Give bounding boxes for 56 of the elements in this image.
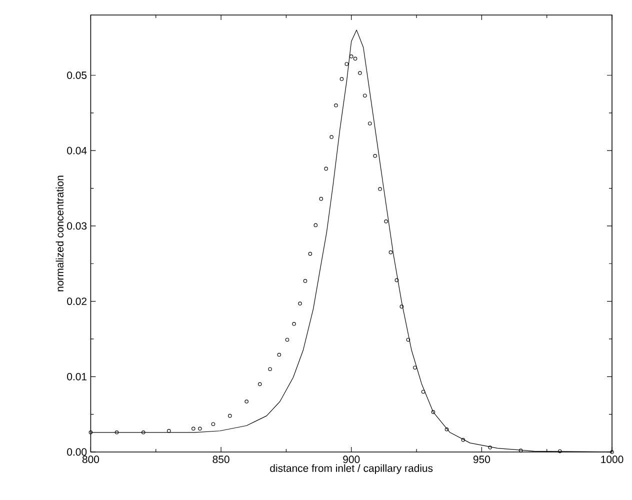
point (558, 449, 562, 454)
point (292, 322, 296, 326)
point (308, 252, 312, 256)
y-tick-label: 0.02 (67, 298, 86, 306)
point (363, 94, 367, 98)
point (285, 338, 290, 342)
y-tick-label: 0.04 (67, 146, 87, 154)
point (298, 302, 302, 306)
y-tick-label: 0.05 (67, 72, 87, 79)
point (394, 278, 399, 282)
point (192, 426, 196, 431)
point (167, 428, 171, 433)
point (461, 438, 466, 442)
point (244, 400, 248, 404)
point (400, 304, 404, 308)
point (340, 77, 344, 81)
point (211, 422, 216, 426)
x-tick-label: 900 (343, 456, 360, 464)
point (421, 390, 426, 394)
point (413, 366, 417, 370)
y-tick-label: 0.00 (67, 448, 87, 456)
point (141, 430, 146, 434)
point (368, 122, 372, 126)
point (277, 352, 282, 357)
point (431, 410, 436, 414)
point (198, 426, 202, 431)
point (303, 279, 308, 283)
point (344, 62, 349, 66)
x-axis-title: distance from inlet / capillary radius (270, 464, 433, 474)
point (349, 54, 354, 58)
point (268, 367, 272, 371)
point (358, 71, 362, 75)
y-tick-label: 0.03 (67, 222, 87, 230)
point (444, 427, 449, 432)
x-tick-label: 850 (212, 456, 230, 464)
point (384, 220, 388, 224)
point (330, 135, 334, 139)
point (114, 430, 119, 434)
point (406, 338, 410, 342)
point (388, 250, 393, 254)
point (373, 154, 377, 158)
point (314, 223, 318, 228)
point (319, 196, 324, 201)
point (353, 56, 358, 61)
point (258, 382, 262, 386)
point (334, 104, 338, 108)
y-tick-label: 0.01 (67, 372, 86, 380)
point (228, 414, 232, 418)
x-tick-label: 800 (82, 456, 100, 464)
x-tick-label: 950 (473, 456, 490, 464)
x-tick-label: 1000 (601, 456, 624, 464)
y-axis-title: normalized concentration (56, 176, 64, 292)
point (518, 448, 523, 452)
point (378, 187, 382, 191)
point (488, 446, 492, 450)
point (324, 166, 328, 171)
